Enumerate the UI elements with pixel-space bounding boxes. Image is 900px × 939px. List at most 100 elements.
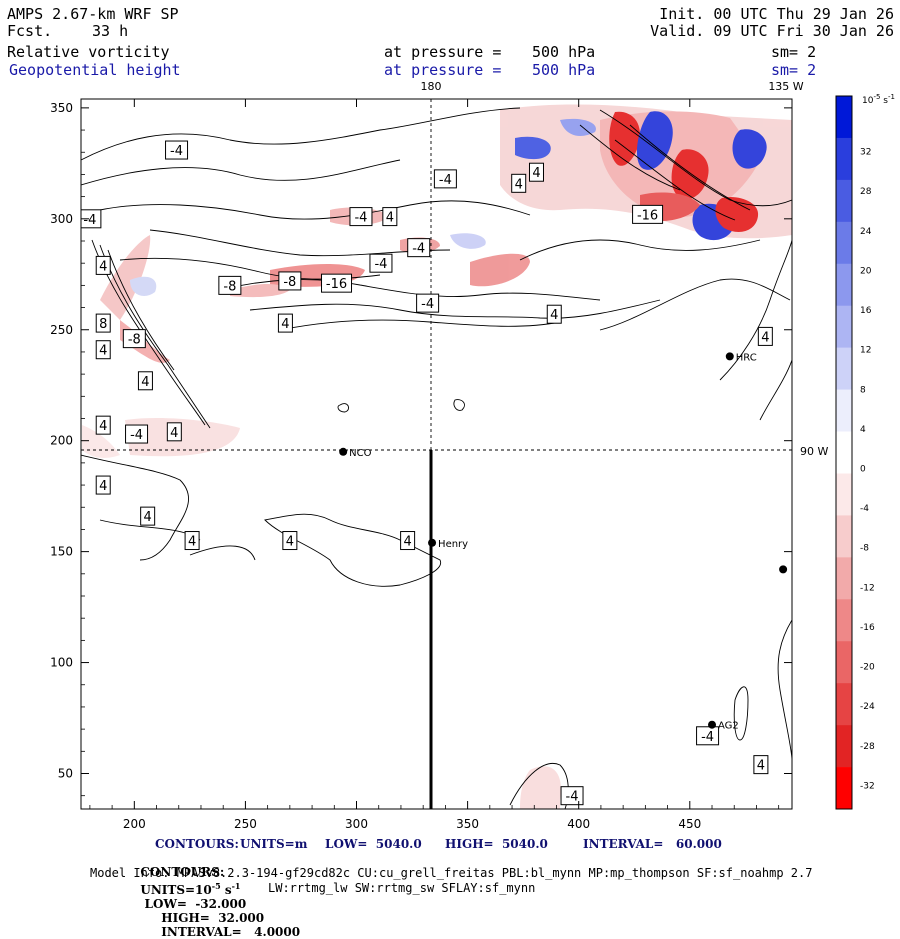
field1-level-label: at pressure = [384, 43, 502, 61]
colorbar-frame [835, 95, 853, 810]
field1-level-value: 500 hPa [532, 43, 596, 61]
contour-label-box [560, 786, 584, 806]
station-marker [708, 720, 717, 729]
contour-label: -8 [128, 333, 141, 348]
vorticity-shading [82, 104, 792, 809]
colorbar-bin [836, 96, 852, 139]
contour-label-box [282, 531, 298, 551]
colorbar-bin [836, 431, 852, 474]
footer-line1-label: CONTOURS: [155, 837, 239, 851]
field2-level-value: 500 hPa [532, 61, 596, 79]
contour-label-box [546, 304, 562, 324]
contour-label-box [166, 422, 182, 442]
contour-label-box [125, 424, 149, 444]
contour-label: -4 [170, 144, 183, 159]
station-marker [725, 352, 734, 361]
contour-lines [81, 107, 792, 809]
footer-line2-label: CONTOURS: [140, 865, 225, 879]
contour-label: -4 [83, 213, 96, 228]
colorbar-tick-label: 12 [860, 346, 871, 356]
contour-label-box [528, 162, 544, 182]
contour-label: 4 [99, 259, 107, 274]
colorbar-bin [836, 473, 852, 516]
colorbar-bin [836, 599, 852, 642]
contour-label-box [349, 207, 373, 227]
y-tick-label: 200 [50, 434, 73, 448]
colorbar-bin [836, 725, 852, 768]
contour-label: -4 [130, 428, 143, 443]
model-title: AMPS 2.67-km WRF SP [7, 5, 179, 23]
station-marker [779, 565, 788, 574]
colorbar-tick-label: 20 [860, 266, 872, 276]
contour-label: -4 [354, 211, 367, 226]
colorbar-tick-label: -24 [860, 702, 875, 712]
contour-label-box [416, 293, 440, 313]
contour-label: 4 [757, 759, 765, 774]
colorbar-tick-label: 0 [860, 465, 866, 475]
y-tick-label: 350 [50, 101, 73, 115]
footer-line1-high: HIGH= 5040.0 [445, 837, 548, 851]
contour-label: -8 [223, 279, 236, 294]
colorbar-bin [836, 767, 852, 810]
contour-label: 8 [99, 317, 107, 332]
colorbar-bin [836, 137, 852, 181]
station-label: AG2 [718, 721, 739, 732]
colorbar-bin [836, 641, 852, 684]
x-tick-label: 350 [456, 817, 479, 831]
contour-label-box [137, 371, 153, 391]
contour-label-box [140, 506, 156, 526]
plot-frame [80, 98, 793, 810]
x-tick-label: 250 [234, 817, 257, 831]
contour-label: 4 [286, 535, 294, 550]
contour-label-box [753, 755, 769, 775]
colorbar-bin [836, 515, 852, 558]
x-tick-label: 200 [123, 817, 146, 831]
contour-label-box [95, 415, 111, 435]
field2-level-label: at pressure = [384, 61, 502, 79]
field1-name: Relative vorticity [7, 43, 170, 61]
y-tick-label: 300 [50, 212, 73, 226]
x-tick-label: 400 [567, 817, 590, 831]
colorbar-bin [836, 347, 852, 390]
contour-label: -4 [412, 242, 425, 257]
contour-label: 4 [761, 330, 769, 345]
contour-label-box [184, 531, 200, 551]
y-tick-label: 250 [50, 323, 73, 337]
contour-label-box [95, 475, 111, 495]
contour-label-box [95, 313, 111, 333]
init-time: Init. 00 UTC Thu 29 Jan 26 [659, 5, 894, 23]
footer-line1-interval: INTERVAL= 60.000 [583, 837, 722, 851]
footer-model-info-2: LW:rrtmg_lw SW:rrtmg_sw SFLAY:sf_mynn [268, 881, 536, 895]
contour-label-box [218, 275, 242, 295]
contour-label: -4 [421, 297, 434, 312]
station-marker [428, 538, 437, 547]
footer-line2-units: UNITS=10-5 s-1 [140, 881, 241, 897]
colorbar: 10-5 s-1 32 28 24 20 16 12 8 4 0 -4 -8 -12 -16 -20 -24… [835, 93, 895, 810]
meridian-90w-label: 90 W [800, 445, 828, 458]
contour-label-box [632, 204, 664, 224]
axis-layer: 200 250 300 350 400 450 50 100 150 200 250 300 350 [50, 99, 792, 831]
contour-label-box [165, 140, 189, 160]
contour-label: 4 [550, 308, 558, 323]
contour-label-box [277, 313, 293, 333]
field1-smooth: sm= 2 [771, 43, 817, 61]
contour-label-box [81, 209, 102, 229]
field2-smooth: sm= 2 [771, 61, 817, 79]
colorbar-tick-label: 28 [860, 187, 872, 197]
contour-label: 4 [99, 344, 107, 359]
footer-line2-low: LOW= -32.000 [144, 897, 247, 911]
contour-label: 4 [144, 510, 152, 525]
contour-label-box [511, 173, 527, 193]
meridian-180-label: 180 [421, 80, 442, 93]
contour-label-box [407, 238, 431, 258]
contour-label: 4 [99, 419, 107, 434]
contour-label: -16 [326, 277, 347, 292]
colorbar-tick-label: -16 [860, 623, 875, 633]
footer-model-info: Model Info: MPASv8.2.3-194-gf29cd82c CU:… [90, 866, 813, 880]
colorbar-tick-label: 32 [860, 148, 871, 158]
contour-label: 4 [403, 535, 411, 550]
colorbar-tick-label: -4 [860, 504, 869, 514]
forecast-label: Fcst. [7, 22, 53, 40]
contour-label-box [95, 340, 111, 360]
